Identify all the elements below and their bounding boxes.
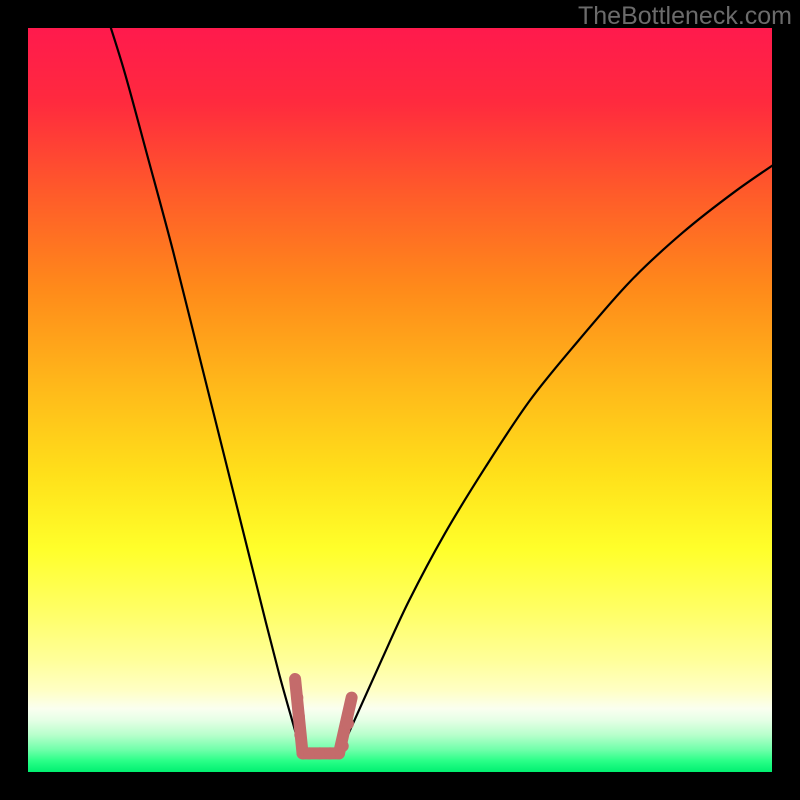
bottom-dot [337, 740, 349, 752]
bottom-dot [294, 729, 306, 741]
bottom-dot [293, 710, 305, 722]
chart-svg: TheBottleneck.com [0, 0, 800, 800]
bottleneck-chart: TheBottleneck.com [0, 0, 800, 800]
bottom-dot [324, 747, 336, 759]
bottom-dot [342, 718, 354, 730]
bottom-dot [303, 747, 315, 759]
plot-area [28, 28, 772, 772]
bottom-dot [291, 692, 303, 704]
bottom-dot [314, 747, 326, 759]
watermark-text: TheBottleneck.com [578, 2, 792, 30]
